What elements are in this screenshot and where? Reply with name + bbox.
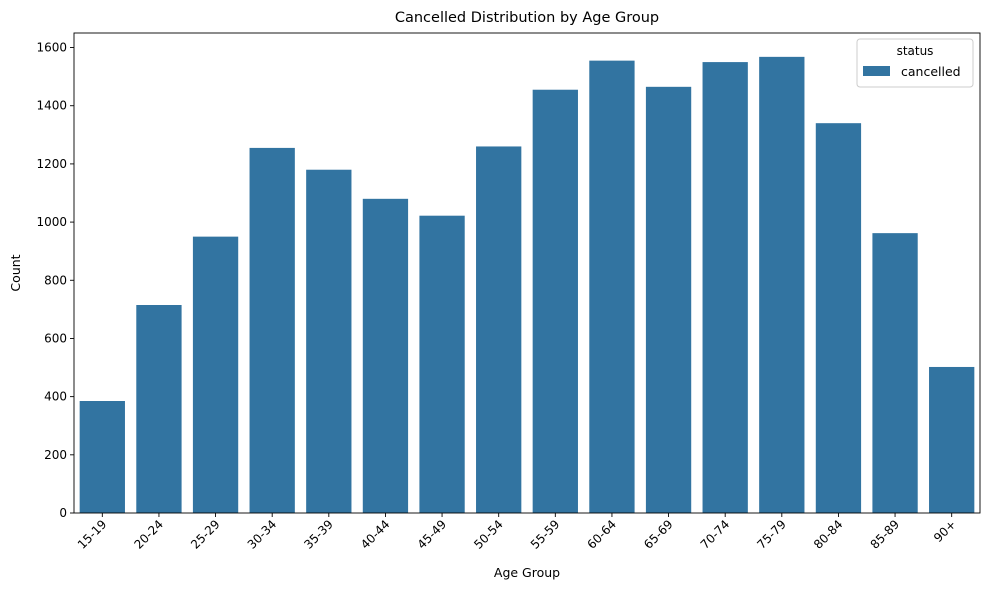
bar-15-19 <box>79 401 125 513</box>
legend-title: status <box>897 44 934 58</box>
y-tick-label: 1600 <box>36 41 67 55</box>
bar-40-44 <box>362 198 409 513</box>
x-tick-label: 25-29 <box>188 517 223 552</box>
y-tick-label: 1000 <box>36 215 67 229</box>
chart-title: Cancelled Distribution by Age Group <box>395 10 659 26</box>
bar-70-74 <box>702 62 748 513</box>
plot-frame <box>73 32 981 514</box>
y-tick-label: 600 <box>44 331 67 345</box>
y-tick-label: 200 <box>44 448 67 462</box>
x-tick-label: 85-89 <box>868 517 903 552</box>
x-tick-label: 35-39 <box>301 517 336 552</box>
bar-20-24 <box>136 305 182 513</box>
x-tick-label: 80-84 <box>811 517 846 552</box>
x-tick-label: 60-64 <box>584 517 619 552</box>
bars-group <box>79 56 975 514</box>
legend-swatch <box>863 66 890 76</box>
x-tick-label: 40-44 <box>358 517 393 552</box>
x-tick-label: 30-34 <box>245 517 280 552</box>
bar-45-49 <box>419 215 465 513</box>
bar-30-34 <box>249 147 295 513</box>
x-tick-label: 55-59 <box>528 517 563 552</box>
x-axis-label: Age Group <box>494 565 560 580</box>
bar-35-39 <box>306 169 352 513</box>
bar-75-79 <box>759 56 805 513</box>
bar-90+ <box>929 366 975 513</box>
x-tick-label: 45-49 <box>415 517 450 552</box>
bar-50-54 <box>476 146 522 514</box>
y-tick-label: 0 <box>59 506 67 520</box>
x-axis: 15-19 20-24 25-29 30-34 35-39 40-44 45-49 50-54… <box>75 513 959 552</box>
x-tick-label: 75-79 <box>754 517 789 552</box>
x-tick-label: 70-74 <box>698 517 733 552</box>
legend-entry-cancelled: cancelled <box>901 64 961 79</box>
bar-60-64 <box>589 60 635 514</box>
bar-55-59 <box>532 89 578 514</box>
bar-80-84 <box>815 123 862 513</box>
x-tick-label: 65-69 <box>641 517 676 552</box>
y-axis-label: Count <box>8 254 23 291</box>
x-tick-label: 50-54 <box>471 517 506 552</box>
legend: status cancelled <box>856 38 974 88</box>
y-tick-label: 800 <box>44 273 67 287</box>
y-axis: 0 200 400 600 800 1000 1200 1400 1600 <box>36 41 74 520</box>
y-tick-label: 1400 <box>36 99 67 113</box>
y-tick-label: 1200 <box>36 157 67 171</box>
x-tick-label: 20-24 <box>131 517 166 552</box>
bar-85-89 <box>872 233 918 514</box>
bar-65-69 <box>645 86 692 514</box>
x-tick-label: 15-19 <box>75 517 110 552</box>
x-tick-label: 90+ <box>931 517 959 545</box>
bar-25-29 <box>192 236 239 514</box>
y-tick-label: 400 <box>44 390 67 404</box>
